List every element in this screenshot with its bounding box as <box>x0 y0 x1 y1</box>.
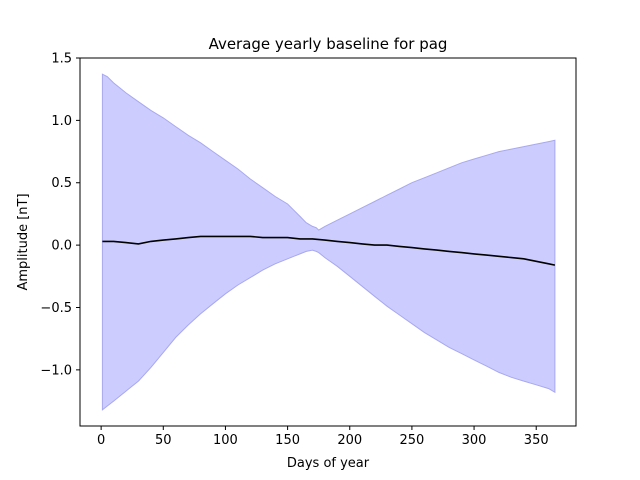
x-tick-label: 150 <box>275 433 300 448</box>
x-tick-label: 0 <box>97 433 105 448</box>
y-tick-label: 0.0 <box>51 239 72 254</box>
plot-area <box>101 73 556 411</box>
y-tick-label: 1.5 <box>51 52 72 67</box>
confidence-band <box>101 73 556 411</box>
baseline-line <box>102 235 556 266</box>
x-tick-label: 100 <box>213 433 238 448</box>
x-tick-label: 250 <box>399 433 424 448</box>
y-axis: 1.5 1.0 0.5 0.0 −0.5 −1.0 <box>40 52 80 378</box>
y-tick-label: 1.0 <box>51 114 72 129</box>
x-tick-label: 50 <box>155 433 172 448</box>
y-tick-label: −1.0 <box>40 363 72 378</box>
x-axis: 0 50 100 150 200 250 300 350 <box>97 426 549 448</box>
y-tick-label: −0.5 <box>40 301 72 316</box>
x-tick-label: 300 <box>462 433 487 448</box>
x-axis-label: Days of year <box>287 456 370 471</box>
chart-title: Average yearly baseline for pag <box>209 35 448 53</box>
plot-frame <box>79 57 577 427</box>
y-tick-label: 0.5 <box>51 176 72 191</box>
x-tick-label: 200 <box>337 433 362 448</box>
x-tick-label: 350 <box>524 433 549 448</box>
y-axis-label: Amplitude [nT] <box>16 193 31 290</box>
